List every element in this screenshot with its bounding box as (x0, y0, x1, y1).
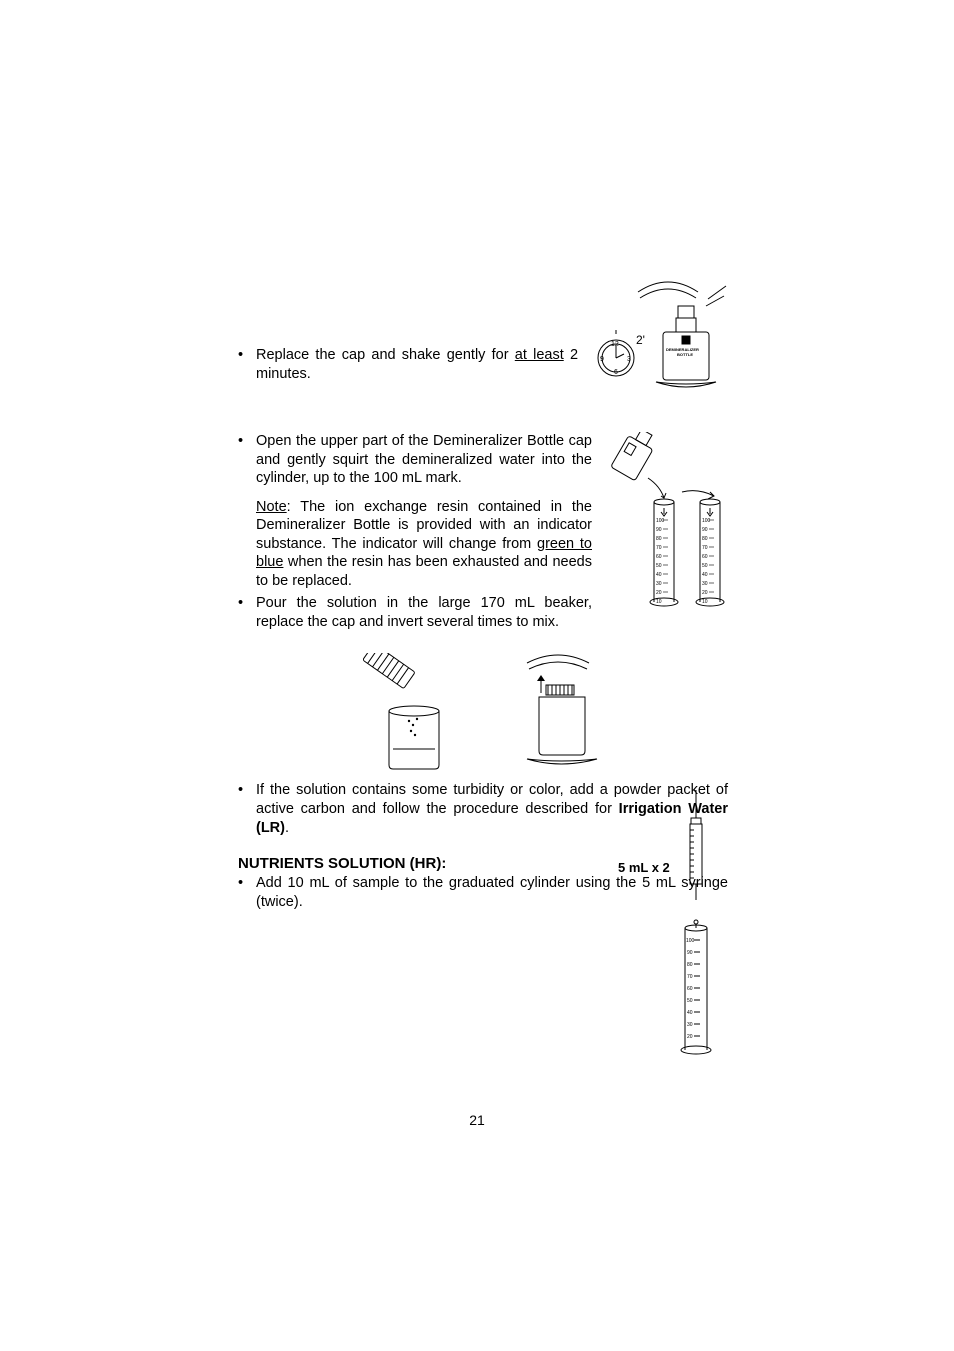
fig-packet-beaker (353, 653, 463, 773)
step-open: Open the upper part of the Demineralizer… (238, 432, 592, 488)
cyl-l-t5: 40 (656, 572, 662, 578)
cyl-l-t8: 10 (656, 599, 662, 605)
bottle-label-bot: BOTTLE (677, 352, 693, 357)
sc-t4: 50 (687, 998, 693, 1004)
sc-100: 100 (686, 938, 695, 944)
sc-t3: 60 (687, 986, 693, 992)
clock-tick-6: 6 (614, 369, 618, 376)
cyl-l-t2: 70 (656, 545, 662, 551)
cyl-l-t7: 20 (656, 590, 662, 596)
page: Replace the cap and shake gently for at … (0, 0, 954, 1351)
note-block: Note: The ion exchange resin contained i… (238, 498, 592, 591)
note-after: when the resin has been exhausted and ne… (256, 554, 592, 589)
cyl-r-t5: 40 (702, 572, 708, 578)
cyl-r-t0: 90 (702, 527, 708, 533)
page-number: 21 (0, 1112, 954, 1128)
step-shake: Replace the cap and shake gently for at … (238, 346, 578, 383)
text-shake-col: Replace the cap and shake gently for at … (238, 274, 578, 393)
cyl-l-t0: 90 (656, 527, 662, 533)
cyl-r-t3: 60 (702, 554, 708, 560)
cyl-r-t8: 10 (702, 599, 708, 605)
cyl-r-t2: 70 (702, 545, 708, 551)
clock-2min-label: 2' (636, 333, 645, 347)
fig-invert-beaker (503, 653, 613, 773)
cyl-r-100: 100 (702, 518, 711, 524)
sc-t5: 40 (687, 1010, 693, 1016)
sc-t7: 20 (687, 1034, 693, 1040)
fig-syringe-wrap: 100 90 80 70 60 50 40 30 20 5 mL x 2 (618, 790, 728, 1070)
text-open-col: Open the upper part of the Demineralizer… (238, 432, 592, 641)
cyl-l-100: 100 (656, 518, 665, 524)
fig-clock-bottle: 2' 12 9 3 6 DEMINERALIZER BOTTLE (578, 274, 728, 404)
cyl-r-t7: 20 (702, 590, 708, 596)
step-shake-before: Replace the cap and shake gently for (256, 347, 515, 363)
fig-cylinders-col: 100 90 80 70 60 50 40 30 20 10 100 90 80 (592, 432, 728, 622)
syringe-label: 5 mL x 2 (618, 860, 670, 875)
clock-tick-12: 12 (611, 341, 619, 348)
sc-t6: 30 (687, 1022, 693, 1028)
note-label: Note (256, 499, 287, 515)
row-open: Open the upper part of the Demineralizer… (238, 432, 728, 641)
fig-shake-col: 2' 12 9 3 6 DEMINERALIZER BOTTLE (578, 274, 728, 404)
clock-tick-9: 9 (600, 356, 604, 363)
fig-syringe-cylinder: 100 90 80 70 60 50 40 30 20 5 mL x 2 (618, 790, 728, 1070)
mid-figures (238, 653, 728, 773)
cyl-r-t4: 50 (702, 563, 708, 569)
cyl-l-t3: 60 (656, 554, 662, 560)
step-pour: Pour the solution in the large 170 mL be… (238, 594, 592, 631)
cyl-l-t1: 80 (656, 536, 662, 542)
row-shake: Replace the cap and shake gently for at … (238, 274, 728, 404)
cyl-r-t6: 30 (702, 581, 708, 587)
step-turbidity-after: . (285, 820, 289, 836)
step-shake-underlined: at least (515, 347, 564, 363)
sc-t0: 90 (687, 950, 693, 956)
cyl-r-t1: 80 (702, 536, 708, 542)
clock-tick-3: 3 (627, 356, 631, 363)
fig-two-cylinders: 100 90 80 70 60 50 40 30 20 10 100 90 80 (598, 432, 728, 622)
cyl-l-t4: 50 (656, 563, 662, 569)
cyl-l-t6: 30 (656, 581, 662, 587)
sc-t1: 80 (687, 962, 693, 968)
sc-t2: 70 (687, 974, 693, 980)
